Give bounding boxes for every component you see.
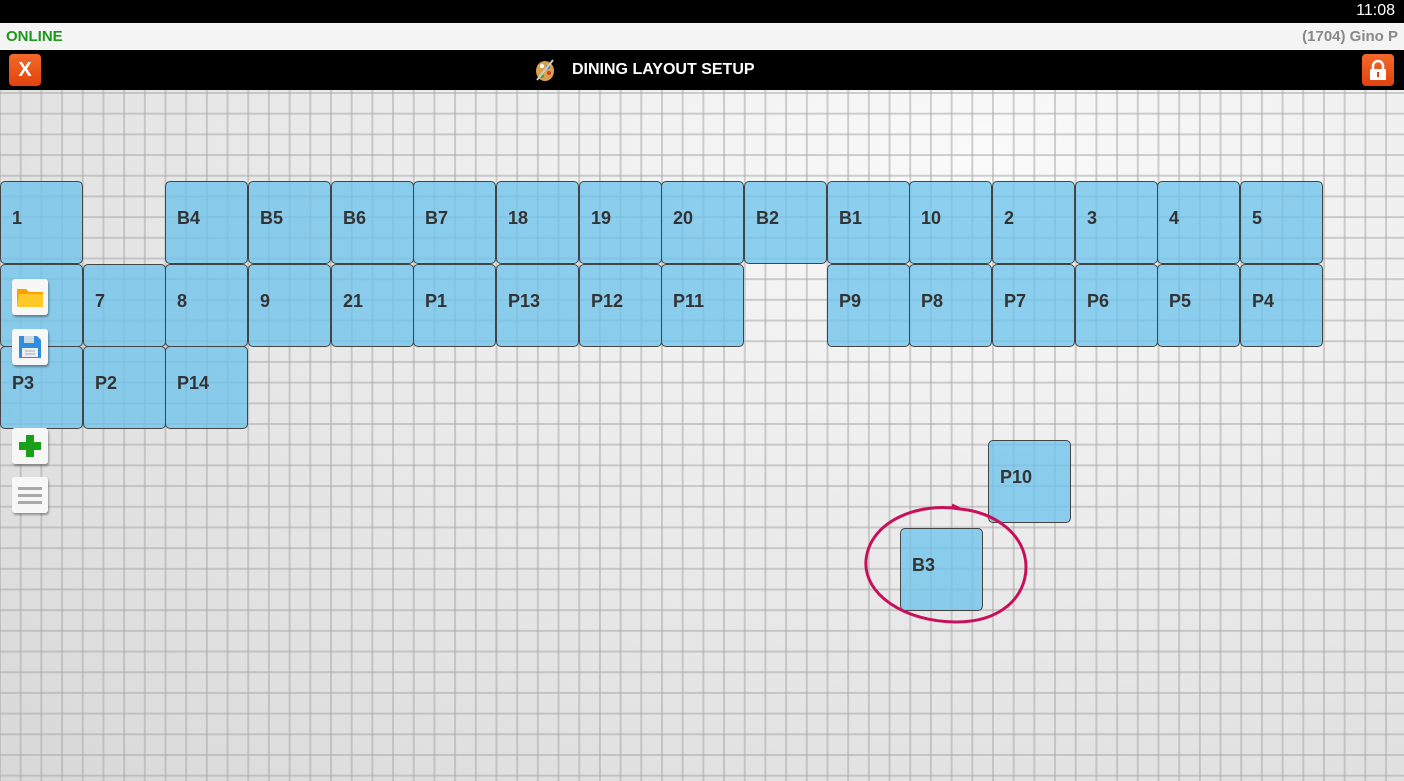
close-x-icon: X [18, 58, 32, 81]
table-tile[interactable]: 21 [331, 264, 414, 347]
title-bar: X DINING LAYOUT SETUP [0, 50, 1404, 90]
highlight-circle [864, 503, 1028, 624]
table-tile[interactable]: P2 [83, 346, 166, 429]
table-tile[interactable]: P8 [909, 264, 992, 347]
table-tile[interactable]: B3 [900, 528, 983, 611]
table-tile[interactable]: 4 [1157, 181, 1240, 264]
table-tile[interactable]: P5 [1157, 264, 1240, 347]
info-bar: ONLINE (1704) Gino P [0, 23, 1404, 50]
table-tile[interactable]: P10 [988, 440, 1071, 523]
table-tile[interactable]: P6 [1075, 264, 1158, 347]
table-tile[interactable]: 10 [909, 181, 992, 264]
plus-icon [19, 435, 41, 457]
table-tile[interactable]: P9 [827, 264, 910, 347]
table-tile[interactable]: B6 [331, 181, 414, 264]
lock-button[interactable] [1362, 54, 1394, 86]
table-tile[interactable]: B1 [827, 181, 910, 264]
table-tile[interactable]: 7 [83, 264, 166, 347]
table-tile[interactable]: P12 [579, 264, 662, 347]
table-tile[interactable]: P1 [413, 264, 496, 347]
table-tile[interactable]: P4 [1240, 264, 1323, 347]
page-title: DINING LAYOUT SETUP [572, 61, 755, 78]
add-table-button[interactable] [12, 428, 48, 464]
table-tile[interactable]: 18 [496, 181, 579, 264]
clock: 11:08 [1356, 2, 1395, 19]
table-tile[interactable]: 20 [661, 181, 744, 264]
table-tile[interactable]: P7 [992, 264, 1075, 347]
table-tile[interactable]: 2 [992, 181, 1075, 264]
floppy-disk-icon [19, 336, 41, 358]
table-tile[interactable]: 5 [1240, 181, 1323, 264]
folder-icon [17, 289, 43, 307]
table-tile[interactable]: B5 [248, 181, 331, 264]
menu-button[interactable] [12, 477, 48, 513]
table-tile[interactable]: 9 [248, 264, 331, 347]
connection-status: ONLINE [6, 28, 63, 45]
close-button[interactable]: X [9, 54, 41, 86]
table-tile[interactable]: P14 [165, 346, 248, 429]
table-tile[interactable]: P13 [496, 264, 579, 347]
table-tile[interactable]: P11 [661, 264, 744, 347]
palette-icon [536, 59, 554, 81]
menu-icon [18, 487, 42, 504]
lock-icon [1370, 59, 1386, 80]
table-tile[interactable]: 3 [1075, 181, 1158, 264]
save-button[interactable] [12, 329, 48, 365]
table-tile[interactable]: B2 [744, 181, 827, 264]
table-tile[interactable]: 8 [165, 264, 248, 347]
table-tile[interactable]: 1 [0, 181, 83, 264]
current-user: (1704) Gino P [1302, 28, 1398, 45]
table-tile[interactable]: B7 [413, 181, 496, 264]
table-tile[interactable]: 19 [579, 181, 662, 264]
table-tile[interactable]: B4 [165, 181, 248, 264]
status-bar: 11:08 [0, 0, 1404, 23]
open-button[interactable] [12, 279, 48, 315]
